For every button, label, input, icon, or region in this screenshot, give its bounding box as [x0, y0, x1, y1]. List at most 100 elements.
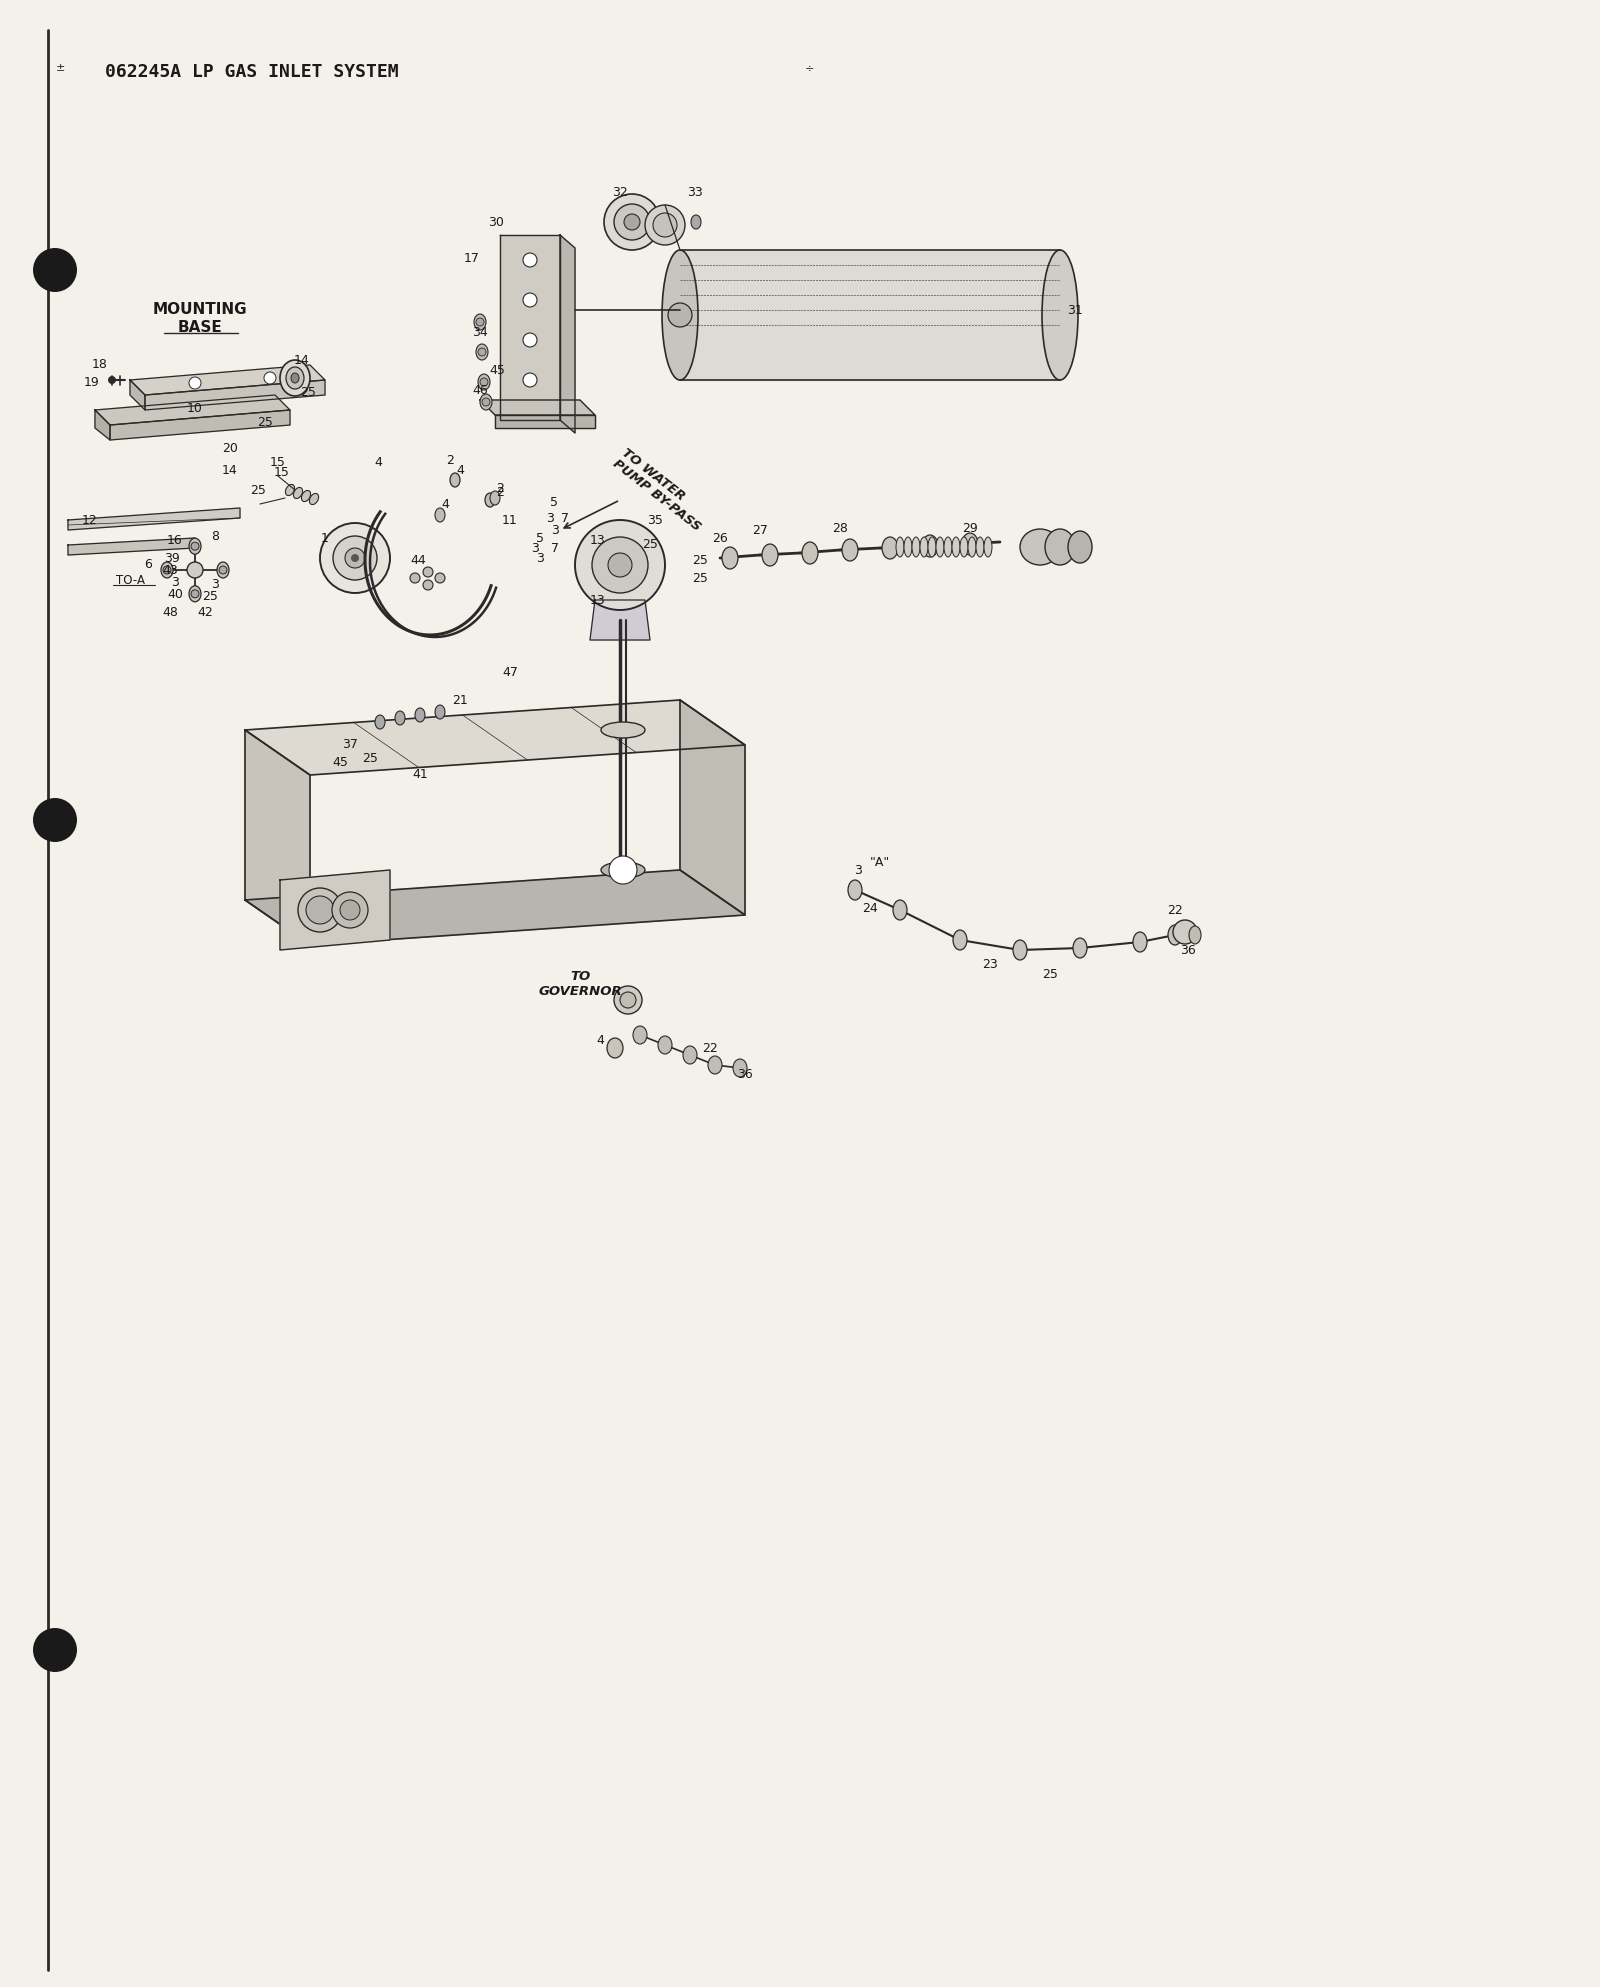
- Polygon shape: [560, 234, 574, 433]
- Circle shape: [333, 536, 378, 580]
- Circle shape: [592, 536, 648, 592]
- Text: 44: 44: [410, 554, 426, 566]
- Ellipse shape: [309, 493, 318, 505]
- Text: 11: 11: [502, 513, 518, 527]
- Circle shape: [523, 374, 538, 387]
- Ellipse shape: [683, 1045, 698, 1063]
- Ellipse shape: [842, 538, 858, 560]
- Text: 37: 37: [342, 739, 358, 751]
- Text: 16: 16: [166, 533, 182, 546]
- Ellipse shape: [485, 493, 494, 507]
- Circle shape: [574, 521, 666, 610]
- Ellipse shape: [904, 536, 912, 556]
- Text: 10: 10: [187, 401, 203, 415]
- Text: 062245A LP GAS INLET SYSTEM: 062245A LP GAS INLET SYSTEM: [106, 64, 398, 81]
- Text: 35: 35: [646, 513, 662, 527]
- Text: 7: 7: [562, 511, 570, 525]
- Ellipse shape: [920, 536, 928, 556]
- Ellipse shape: [960, 536, 968, 556]
- Polygon shape: [494, 415, 595, 427]
- Text: 25: 25: [258, 415, 274, 429]
- Circle shape: [477, 318, 483, 326]
- Text: 30: 30: [488, 215, 504, 229]
- Ellipse shape: [1021, 529, 1059, 564]
- Ellipse shape: [187, 562, 203, 578]
- Circle shape: [333, 892, 368, 928]
- Text: 25: 25: [362, 751, 378, 765]
- Text: 2: 2: [496, 481, 504, 495]
- Ellipse shape: [928, 536, 936, 556]
- Text: 25: 25: [642, 538, 658, 552]
- Text: 18: 18: [93, 358, 107, 372]
- Circle shape: [350, 554, 358, 562]
- Ellipse shape: [1045, 529, 1075, 564]
- Circle shape: [306, 896, 334, 924]
- Circle shape: [435, 572, 445, 582]
- Ellipse shape: [893, 900, 907, 920]
- Circle shape: [422, 580, 434, 590]
- Text: 13: 13: [590, 594, 606, 606]
- Text: 41: 41: [413, 769, 427, 781]
- Ellipse shape: [480, 393, 493, 409]
- Text: 25: 25: [693, 572, 707, 584]
- Text: 36: 36: [1181, 944, 1195, 956]
- Circle shape: [624, 215, 640, 230]
- Text: 29: 29: [962, 521, 978, 535]
- Ellipse shape: [602, 862, 645, 878]
- Text: 15: 15: [274, 465, 290, 479]
- Polygon shape: [94, 409, 110, 439]
- Text: 3: 3: [211, 578, 219, 590]
- Text: 39: 39: [165, 552, 179, 564]
- Ellipse shape: [435, 509, 445, 523]
- Circle shape: [653, 213, 677, 236]
- Text: 22: 22: [702, 1041, 718, 1055]
- Text: 3: 3: [854, 864, 862, 876]
- Ellipse shape: [189, 586, 202, 602]
- Text: 45: 45: [333, 755, 347, 769]
- Ellipse shape: [707, 1055, 722, 1075]
- Circle shape: [34, 248, 77, 292]
- Circle shape: [190, 542, 198, 550]
- Circle shape: [645, 205, 685, 244]
- Text: 6: 6: [144, 558, 152, 572]
- Ellipse shape: [286, 368, 304, 389]
- Circle shape: [608, 552, 632, 576]
- Polygon shape: [146, 380, 325, 409]
- Polygon shape: [110, 409, 290, 439]
- Text: TO
GOVERNOR: TO GOVERNOR: [538, 970, 622, 997]
- Text: 40: 40: [166, 588, 182, 602]
- Polygon shape: [680, 250, 1059, 380]
- Text: 5: 5: [550, 495, 558, 509]
- Ellipse shape: [490, 491, 499, 505]
- Ellipse shape: [450, 473, 461, 487]
- Text: 12: 12: [82, 513, 98, 527]
- Ellipse shape: [662, 250, 698, 380]
- Text: 27: 27: [752, 523, 768, 536]
- Text: 36: 36: [738, 1069, 754, 1081]
- Text: 43: 43: [162, 564, 178, 576]
- Polygon shape: [67, 509, 240, 531]
- Circle shape: [34, 1627, 77, 1671]
- Circle shape: [34, 799, 77, 842]
- Polygon shape: [499, 234, 560, 419]
- Text: 7: 7: [550, 542, 558, 554]
- Text: 24: 24: [862, 902, 878, 914]
- Text: 3: 3: [171, 576, 179, 590]
- Circle shape: [480, 378, 488, 385]
- Text: 34: 34: [472, 326, 488, 338]
- Text: 14: 14: [222, 463, 238, 477]
- Text: BASE: BASE: [178, 320, 222, 336]
- Ellipse shape: [301, 491, 310, 501]
- Text: 13: 13: [590, 533, 606, 546]
- Text: 2: 2: [446, 453, 454, 467]
- Text: 15: 15: [270, 455, 286, 469]
- Text: 21: 21: [453, 693, 467, 707]
- Ellipse shape: [395, 711, 405, 725]
- Polygon shape: [280, 870, 390, 950]
- Text: 26: 26: [712, 531, 728, 544]
- Ellipse shape: [1133, 932, 1147, 952]
- Text: 4: 4: [374, 455, 382, 469]
- Ellipse shape: [762, 544, 778, 566]
- Circle shape: [109, 376, 115, 383]
- Text: 33: 33: [686, 185, 702, 199]
